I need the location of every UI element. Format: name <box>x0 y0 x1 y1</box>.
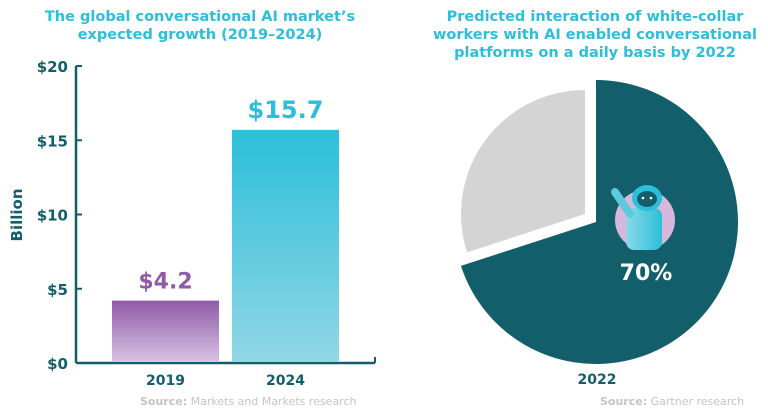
bar-chart-title: The global conversational AI market’s ex… <box>44 9 356 43</box>
pie-chart-title: Predicted interaction of white-collar wo… <box>433 9 757 61</box>
bar-data-label: $15.7 <box>248 96 324 124</box>
pie-slice-main <box>460 80 738 364</box>
y-tick-label: $0 <box>47 355 68 373</box>
pie-slice-rest <box>461 90 585 253</box>
y-tick-label: $15 <box>37 132 68 150</box>
robot-icon <box>611 185 675 250</box>
y-tick-label: $20 <box>37 58 68 76</box>
bar-2024 <box>232 129 339 362</box>
pie-x-label: 2022 <box>578 372 617 388</box>
x-tick-label: 2019 <box>146 373 185 389</box>
y-tick-label: $10 <box>37 207 68 225</box>
pie-source: Source: Gartner research <box>600 395 745 408</box>
bar-source: Source: Markets and Markets research <box>140 395 357 408</box>
y-axis-label: Billion <box>8 189 26 242</box>
y-tick-label: $5 <box>47 281 68 299</box>
bar-data-label: $4.2 <box>138 270 192 295</box>
bar-2019 <box>112 300 219 362</box>
x-tick-label: 2024 <box>266 373 305 389</box>
pie-data-label: 70% <box>620 261 673 286</box>
